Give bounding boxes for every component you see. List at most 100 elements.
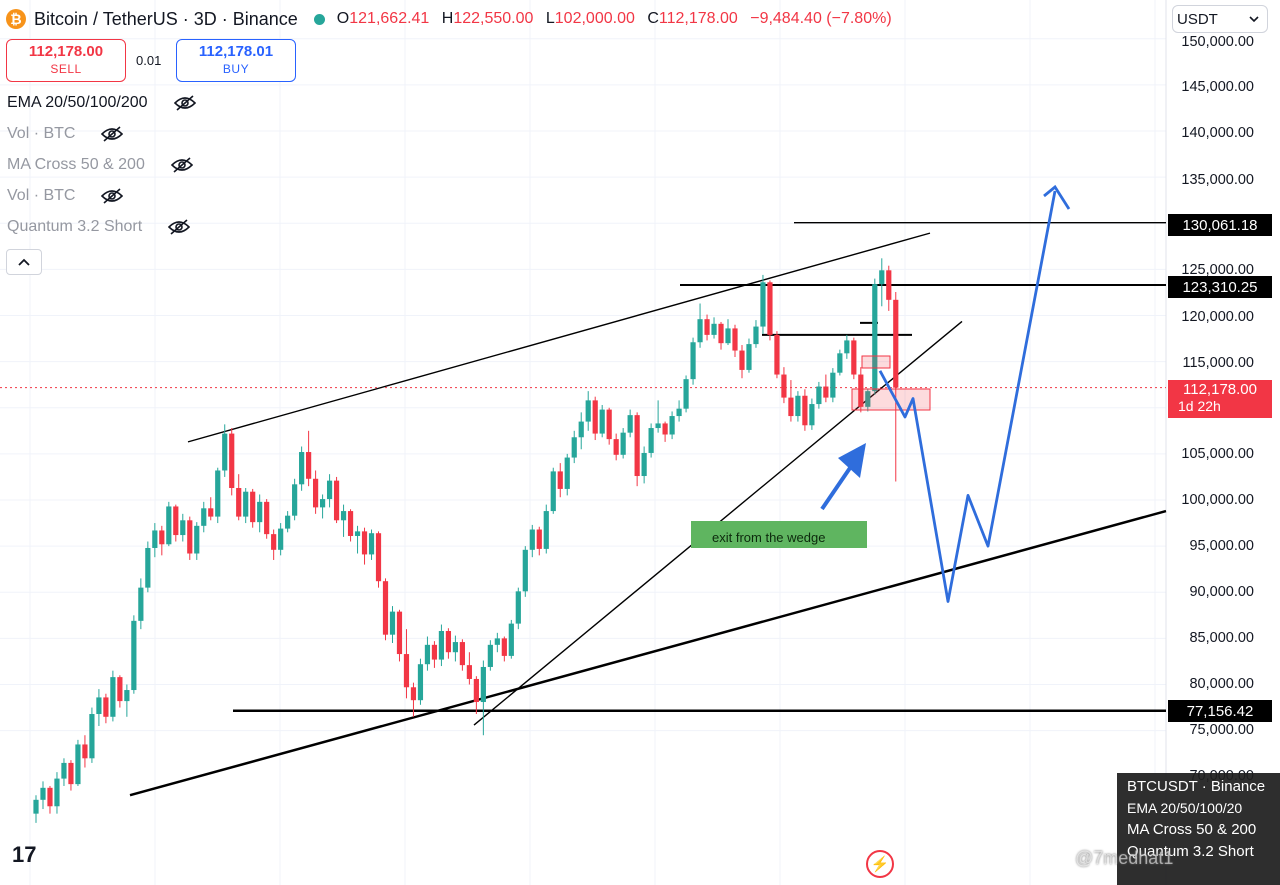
candle-body [117, 677, 123, 702]
candle-body [858, 374, 864, 407]
lightning-icon[interactable]: ⚡ [866, 850, 894, 878]
candle-body [396, 611, 403, 655]
candle-body [47, 787, 53, 807]
eye-hidden-icon[interactable] [101, 188, 124, 204]
symbol-title[interactable]: Bitcoin / TetherUS · 3D · Binance [34, 8, 298, 29]
candle-body [536, 529, 542, 549]
candle-body [250, 491, 256, 523]
candle-body [33, 799, 39, 814]
candle-body [187, 520, 193, 554]
symbol-legend-panel: BTCUSDT · Binance EMA 20/50/100/20 MA Cr… [1117, 773, 1280, 885]
candle-body [215, 470, 221, 517]
candle-body [599, 409, 605, 434]
candle-body [110, 677, 116, 717]
ohlc-values: O121,662.41 H122,550.00 L102,000.00 C112… [336, 10, 892, 27]
tradingview-logo[interactable]: 17 [12, 842, 37, 867]
buy-button[interactable]: 112,178.01 BUY [176, 39, 296, 82]
candle-body [68, 762, 74, 785]
candle-body [802, 395, 808, 426]
eye-hidden-icon[interactable] [168, 219, 191, 235]
candle-body [285, 515, 291, 529]
supply-zone [861, 355, 891, 369]
candle-body [711, 323, 717, 335]
price-axis-label: 85,000.00 [1189, 630, 1254, 646]
indicator-vol-2[interactable]: Vol · BTC [7, 187, 124, 205]
spread-value: 0.01 [136, 53, 162, 68]
candle-body [424, 644, 431, 665]
candle-body [487, 644, 493, 667]
candle-body [683, 379, 689, 409]
indicator-vol-1[interactable]: Vol · BTC [7, 125, 124, 143]
price-axis-label: 150,000.00 [1181, 34, 1254, 50]
candle-body [271, 534, 277, 550]
candle-body [194, 525, 200, 554]
candle-body [375, 533, 382, 582]
indicator-ema[interactable]: EMA 20/50/100/200 [7, 94, 196, 112]
price-axis-label: 90,000.00 [1189, 584, 1254, 600]
candle-body [676, 408, 682, 417]
candle-body [648, 428, 654, 453]
eye-hidden-icon[interactable] [101, 126, 124, 142]
candle-body [494, 638, 500, 645]
price-axis-label: 100,000.00 [1181, 492, 1254, 508]
candle-body [697, 319, 703, 343]
candle-body [753, 326, 759, 345]
candle-body [326, 480, 333, 500]
candle-body [201, 508, 207, 526]
candle-body [508, 623, 514, 656]
annotation-box [691, 521, 867, 548]
bar-countdown: 1d 22h [1178, 398, 1221, 414]
pointer-arrow-shaft [820, 463, 854, 511]
candle-body [131, 620, 137, 691]
candle-body [788, 397, 794, 417]
candle-body [543, 511, 549, 549]
indicator-quantum[interactable]: Quantum 3.2 Short [7, 218, 191, 236]
candle-body [823, 386, 829, 398]
candle-body [354, 531, 361, 536]
candle-body [837, 353, 843, 373]
collapse-indicators-button[interactable] [6, 249, 42, 275]
candle-body [816, 386, 822, 405]
indicator-ma-cross[interactable]: MA Cross 50 & 200 [7, 156, 193, 174]
candle-body [865, 391, 871, 407]
candle-body [243, 491, 249, 517]
candle-body [75, 744, 81, 785]
candle-body [564, 457, 570, 489]
candle-body [529, 529, 535, 550]
price-axis-label: 80,000.00 [1189, 676, 1254, 692]
candle-body [431, 644, 438, 660]
candle-body [886, 270, 892, 300]
current-price-tag: 112,178.00 1d 22h [1168, 380, 1272, 418]
candle-body [103, 697, 109, 717]
candle-body [522, 549, 528, 592]
candle-body [872, 284, 878, 392]
price-axis-label: 75,000.00 [1189, 722, 1254, 738]
price-axis-label: 145,000.00 [1181, 79, 1254, 95]
candle-body [159, 530, 165, 545]
candle-body [746, 344, 752, 370]
price-level-tag: 123,310.25 [1168, 276, 1272, 298]
eye-hidden-icon[interactable] [170, 157, 193, 173]
candle-body [180, 520, 186, 536]
candle-body [292, 484, 298, 516]
candle-body [781, 374, 787, 398]
candle-body [760, 282, 766, 327]
candle-body [704, 319, 710, 335]
long-term-trendline [129, 509, 1167, 797]
eye-hidden-icon[interactable] [173, 95, 196, 111]
candle-body [795, 395, 801, 417]
candle-body [257, 501, 263, 523]
candle-body [340, 511, 347, 521]
candle-body [173, 506, 179, 536]
candle-body [767, 282, 773, 335]
candle-body [844, 340, 850, 354]
candle-body [382, 581, 389, 635]
sell-button[interactable]: 112,178.00 SELL [6, 39, 126, 82]
candle-body [634, 415, 640, 477]
currency-select[interactable]: USDT [1172, 5, 1268, 33]
candle-body [319, 499, 326, 508]
candle-body [851, 340, 857, 375]
candle-body [879, 270, 885, 285]
candle-body [739, 350, 745, 370]
